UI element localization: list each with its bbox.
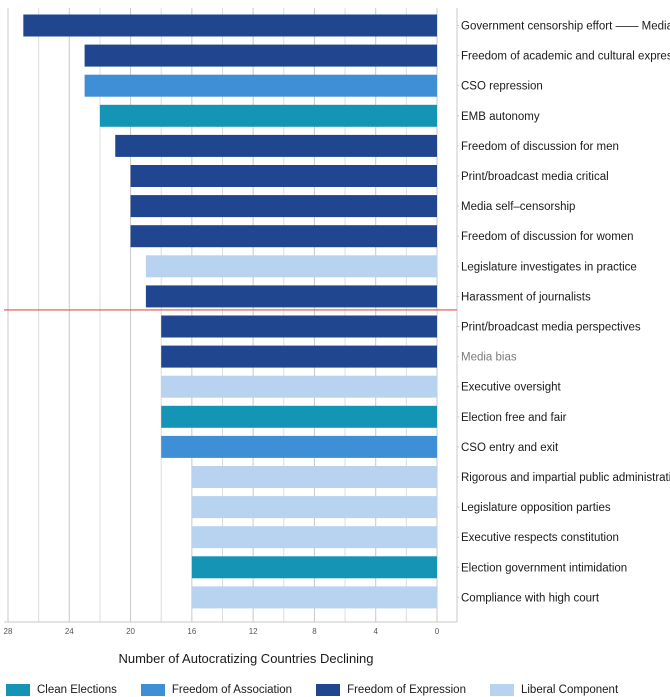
bar (130, 165, 438, 187)
category-label: Print/broadcast media perspectives (461, 322, 641, 334)
category-label: Print/broadcast media critical (461, 171, 609, 183)
category-label: Harassment of journalists (461, 291, 591, 303)
bar (130, 195, 438, 218)
category-label: Executive respects constitution (461, 532, 619, 544)
bar (191, 496, 437, 519)
legend: Clean Elections Freedom of Association Fre… (6, 683, 642, 697)
bar (191, 586, 437, 609)
bar (161, 345, 437, 368)
category-label: CSO repression (461, 81, 543, 93)
bar (161, 405, 437, 428)
x-tick-label: 0 (435, 627, 440, 636)
legend-item: Clean Elections (6, 684, 117, 696)
bar (84, 44, 437, 67)
x-tick-label: 20 (126, 627, 135, 636)
bars (23, 14, 438, 609)
bar (161, 375, 437, 398)
bar (161, 435, 437, 458)
bar-chart: Government censorship effort —— Media Fre… (4, 8, 670, 666)
x-tick-label: 28 (4, 627, 13, 636)
x-tick-label: 4 (373, 627, 378, 636)
legend-swatch (140, 684, 165, 696)
bar (99, 104, 437, 127)
bar (191, 466, 437, 488)
bar (23, 14, 437, 37)
legend-label: Clean Elections (37, 684, 117, 696)
x-tick-label: 12 (249, 627, 258, 636)
category-label: Rigorous and impartial public administra… (461, 472, 670, 484)
bar (145, 255, 437, 278)
category-label: Freedom of discussion for men (461, 141, 619, 153)
legend-item: Freedom of Expression (316, 684, 466, 696)
legend-label: Freedom of Expression (347, 684, 466, 696)
bar (145, 285, 437, 308)
legend-item: Liberal Component (489, 684, 619, 696)
category-label: Freedom of discussion for women (461, 231, 634, 243)
category-label: EMB autonomy (461, 111, 540, 123)
legend-label: Liberal Component (520, 684, 619, 696)
category-label: Legislature investigates in practice (461, 261, 637, 273)
category-label: Executive oversight (461, 382, 562, 394)
category-label: Election government intimidation (461, 562, 627, 574)
legend-item: Freedom of Association (140, 684, 293, 696)
category-label: Media self–censorship (461, 201, 575, 213)
legend-label: Freedom of Association (171, 684, 293, 696)
x-axis-ticks: 28 24 20 16 12 8 4 0 (4, 627, 440, 636)
bar (84, 74, 437, 97)
bar (191, 556, 437, 579)
category-label: Election free and fair (461, 412, 567, 424)
bar (115, 134, 437, 157)
category-label: CSO entry and exit (461, 442, 559, 454)
x-tick-label: 24 (65, 627, 74, 636)
x-tick-label: 16 (187, 627, 196, 636)
category-labels: Government censorship effort —— Media Fre… (457, 21, 670, 604)
category-label: Freedom of academic and cultural express… (461, 51, 670, 63)
legend-swatch (489, 684, 514, 696)
legend-swatch (6, 684, 30, 696)
x-axis-title: Number of Autocratizing Countries Declin… (118, 651, 373, 666)
x-tick-label: 8 (312, 627, 317, 636)
bar (161, 315, 437, 338)
legend-swatch (316, 684, 341, 696)
bar (191, 526, 437, 549)
category-label: Media bias (461, 352, 517, 364)
category-label: Legislature opposition parties (461, 502, 611, 514)
category-label: Compliance with high court (461, 592, 600, 604)
bar (130, 225, 438, 248)
category-label: Government censorship effort —— Media (461, 21, 670, 33)
